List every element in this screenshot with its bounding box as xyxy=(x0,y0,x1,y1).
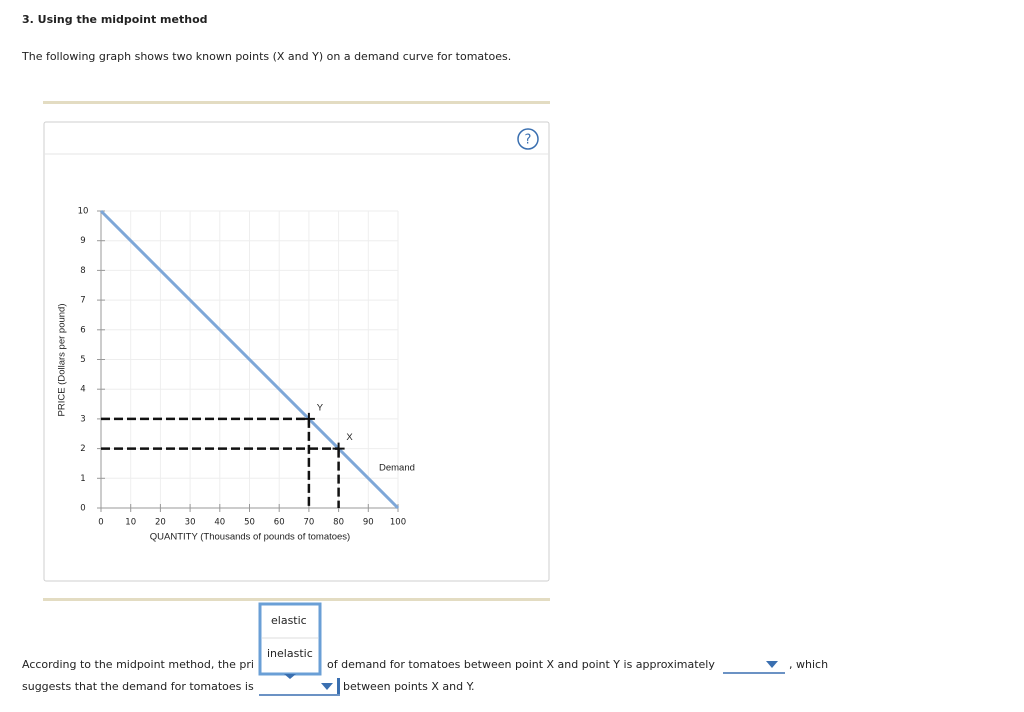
point-marker xyxy=(302,412,315,425)
demand-curve xyxy=(99,209,400,510)
y-tick-label: 1 xyxy=(80,474,85,484)
dropdown-menu xyxy=(258,602,322,676)
y-tick-label: 0 xyxy=(80,504,85,514)
question-text: According to the midpoint method, the pr… xyxy=(22,658,254,671)
y-tick-label: 8 xyxy=(80,266,85,276)
y-tick-label: 3 xyxy=(80,414,85,424)
legend-label: Demand xyxy=(379,463,415,474)
x-tick-label: 50 xyxy=(244,518,255,528)
dropdown-arrow xyxy=(284,674,296,679)
dropdown-option[interactable]: elastic xyxy=(271,614,307,627)
question-text: , which xyxy=(789,658,828,671)
dropdown-option[interactable]: inelastic xyxy=(267,647,313,660)
point-label: Y xyxy=(317,402,324,413)
graph-panel xyxy=(43,121,550,582)
y-tick-label: 2 xyxy=(80,444,85,454)
y-tick-label: 10 xyxy=(78,207,89,217)
point-marker xyxy=(332,442,345,455)
x-tick-label: 90 xyxy=(363,518,374,528)
x-tick-label: 0 xyxy=(98,518,103,528)
y-tick-label: 4 xyxy=(80,385,85,395)
x-tick-label: 100 xyxy=(390,518,406,528)
x-tick-label: 20 xyxy=(155,518,166,528)
divider xyxy=(43,101,550,104)
y-tick-label: 6 xyxy=(80,325,85,335)
x-tick-label: 80 xyxy=(333,518,344,528)
y-axis-label: PRICE (Dollars per pound) xyxy=(57,304,68,417)
y-tick-label: 9 xyxy=(80,236,85,246)
x-tick-label: 30 xyxy=(185,518,196,528)
dropdown-arrow[interactable] xyxy=(766,661,778,668)
y-tick-label: 5 xyxy=(80,355,85,365)
y-tick-label: 7 xyxy=(80,296,85,306)
help-icon: ? xyxy=(525,133,532,148)
x-tick-label: 40 xyxy=(214,518,225,528)
x-tick-label: 60 xyxy=(274,518,285,528)
question-text: of demand for tomatoes between point X a… xyxy=(327,658,715,671)
question-title: 3. Using the midpoint method xyxy=(22,13,208,26)
cursor xyxy=(337,678,340,694)
intro-text: The following graph shows two known poin… xyxy=(21,50,511,63)
divider xyxy=(43,598,550,601)
x-axis-label: QUANTITY (Thousands of pounds of tomatoe… xyxy=(150,532,350,543)
point-label: X xyxy=(346,432,353,443)
x-tick-label: 10 xyxy=(125,518,136,528)
question-text: suggests that the demand for tomatoes is xyxy=(22,680,254,693)
dropdown-arrow[interactable] xyxy=(321,683,333,690)
question-text: between points X and Y. xyxy=(343,680,475,693)
x-tick-label: 70 xyxy=(303,518,314,528)
help-button[interactable] xyxy=(517,128,539,150)
